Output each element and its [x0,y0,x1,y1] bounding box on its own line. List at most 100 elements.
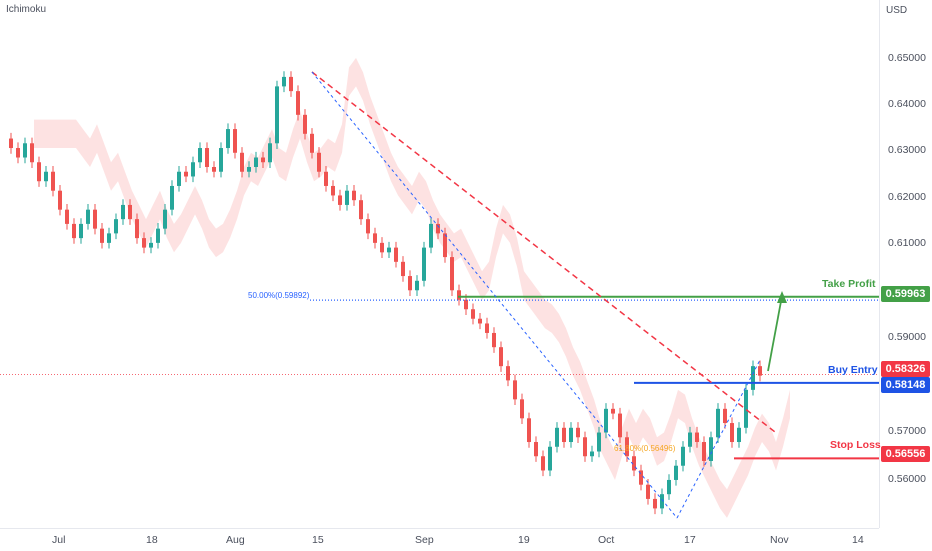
candle-body [387,247,391,253]
candle-body [520,399,524,419]
candle-body [352,190,356,201]
candle-body [758,366,762,376]
candle-body [135,219,139,239]
candle-body [23,143,27,158]
candle-body [485,323,489,333]
candle-body [590,451,594,457]
currency-label: USD [886,5,908,16]
candle-body [450,257,454,291]
candle-body [114,219,118,234]
candle-body [324,171,328,186]
candle-body [310,133,314,153]
candle-body [86,209,90,224]
candle-body [205,148,209,167]
y-tick: 0.59000 [888,331,926,343]
candle-body [569,427,573,443]
last-price-badge: 0.58326 [881,361,930,377]
time-axis[interactable]: Jul 18 Aug 15 Sep 19 Oct 17 Nov 14 [0,528,879,551]
y-tick: 0.64000 [888,98,926,110]
candle-body [289,76,293,92]
candle-body [632,456,636,471]
candle-body [296,91,300,115]
candle-body [261,157,265,163]
projection-arrow-head [777,291,787,303]
x-tick: Sep [415,534,434,546]
candle-body [254,157,258,167]
candle-body [457,290,461,300]
candle-body [695,432,699,443]
x-tick: 14 [852,534,864,546]
ichimoku-cloud [34,57,790,518]
candle-body [128,204,132,220]
candle-body [408,276,412,291]
candle-body [16,148,20,158]
candle-body [513,380,517,400]
candle-body [268,143,272,163]
candle-body [51,171,55,191]
candle-body [44,171,48,182]
buy-entry-label: Buy Entry [828,364,878,376]
candle-body [422,247,426,281]
fib-618-label: 61.80%(0.56496) [614,444,676,453]
candle-body [576,427,580,438]
candle-body [506,366,510,381]
indicator-label: Ichimoku [6,4,47,15]
x-tick: Aug [226,534,245,546]
fib-diagonal [311,71,678,519]
candle-body [702,442,706,461]
candle-body [611,408,615,414]
candle-body [604,408,608,433]
candle-body [149,242,153,248]
candle-body [527,418,531,443]
candle-body [436,223,440,234]
projection-arrow-line [767,295,783,372]
x-tick: 19 [518,534,530,546]
price-axis[interactable]: 0.65000 0.64000 0.63000 0.62000 0.61000 … [879,0,932,528]
candle-body [121,204,125,220]
candle-body [107,233,111,243]
candle-body [471,309,475,319]
candle-body [688,432,692,447]
candle-body [65,209,69,224]
y-tick: 0.57000 [888,425,926,437]
candle-body [716,408,720,438]
candle-body [79,223,83,239]
candle-body [492,332,496,348]
candle-body [37,162,41,182]
candle-body [212,166,216,172]
candle-body [191,162,195,177]
candle-body [681,446,685,466]
candle-body [562,427,566,443]
candle-body [240,152,244,172]
candle-body [163,209,167,229]
fib-50-label: 50.00%(0.59892) [248,291,310,300]
candle-body [401,261,405,277]
candle-body [338,195,342,205]
take-profit-price-badge: 0.59963 [881,286,930,302]
candle-body [303,114,307,134]
candle-body [30,143,34,163]
take-profit-label: Take Profit [822,278,876,290]
candle-body [331,185,335,196]
candle-body [72,223,76,239]
candle-body [345,190,349,205]
candle-body [660,494,664,509]
candle-body [429,223,433,248]
candle-body [415,280,419,291]
candle-body [667,479,671,495]
candle-body [142,238,146,248]
candle-body [394,247,398,262]
candle-body [618,413,622,438]
candle-body [100,228,104,243]
candle-body [548,446,552,471]
x-tick: Jul [52,534,66,546]
candle-body [625,437,629,457]
x-tick: 15 [312,534,324,546]
candle-body [646,484,650,499]
candle-body [541,456,545,471]
candle-body [744,389,748,428]
candle-body [583,437,587,457]
candle-body [198,148,202,163]
